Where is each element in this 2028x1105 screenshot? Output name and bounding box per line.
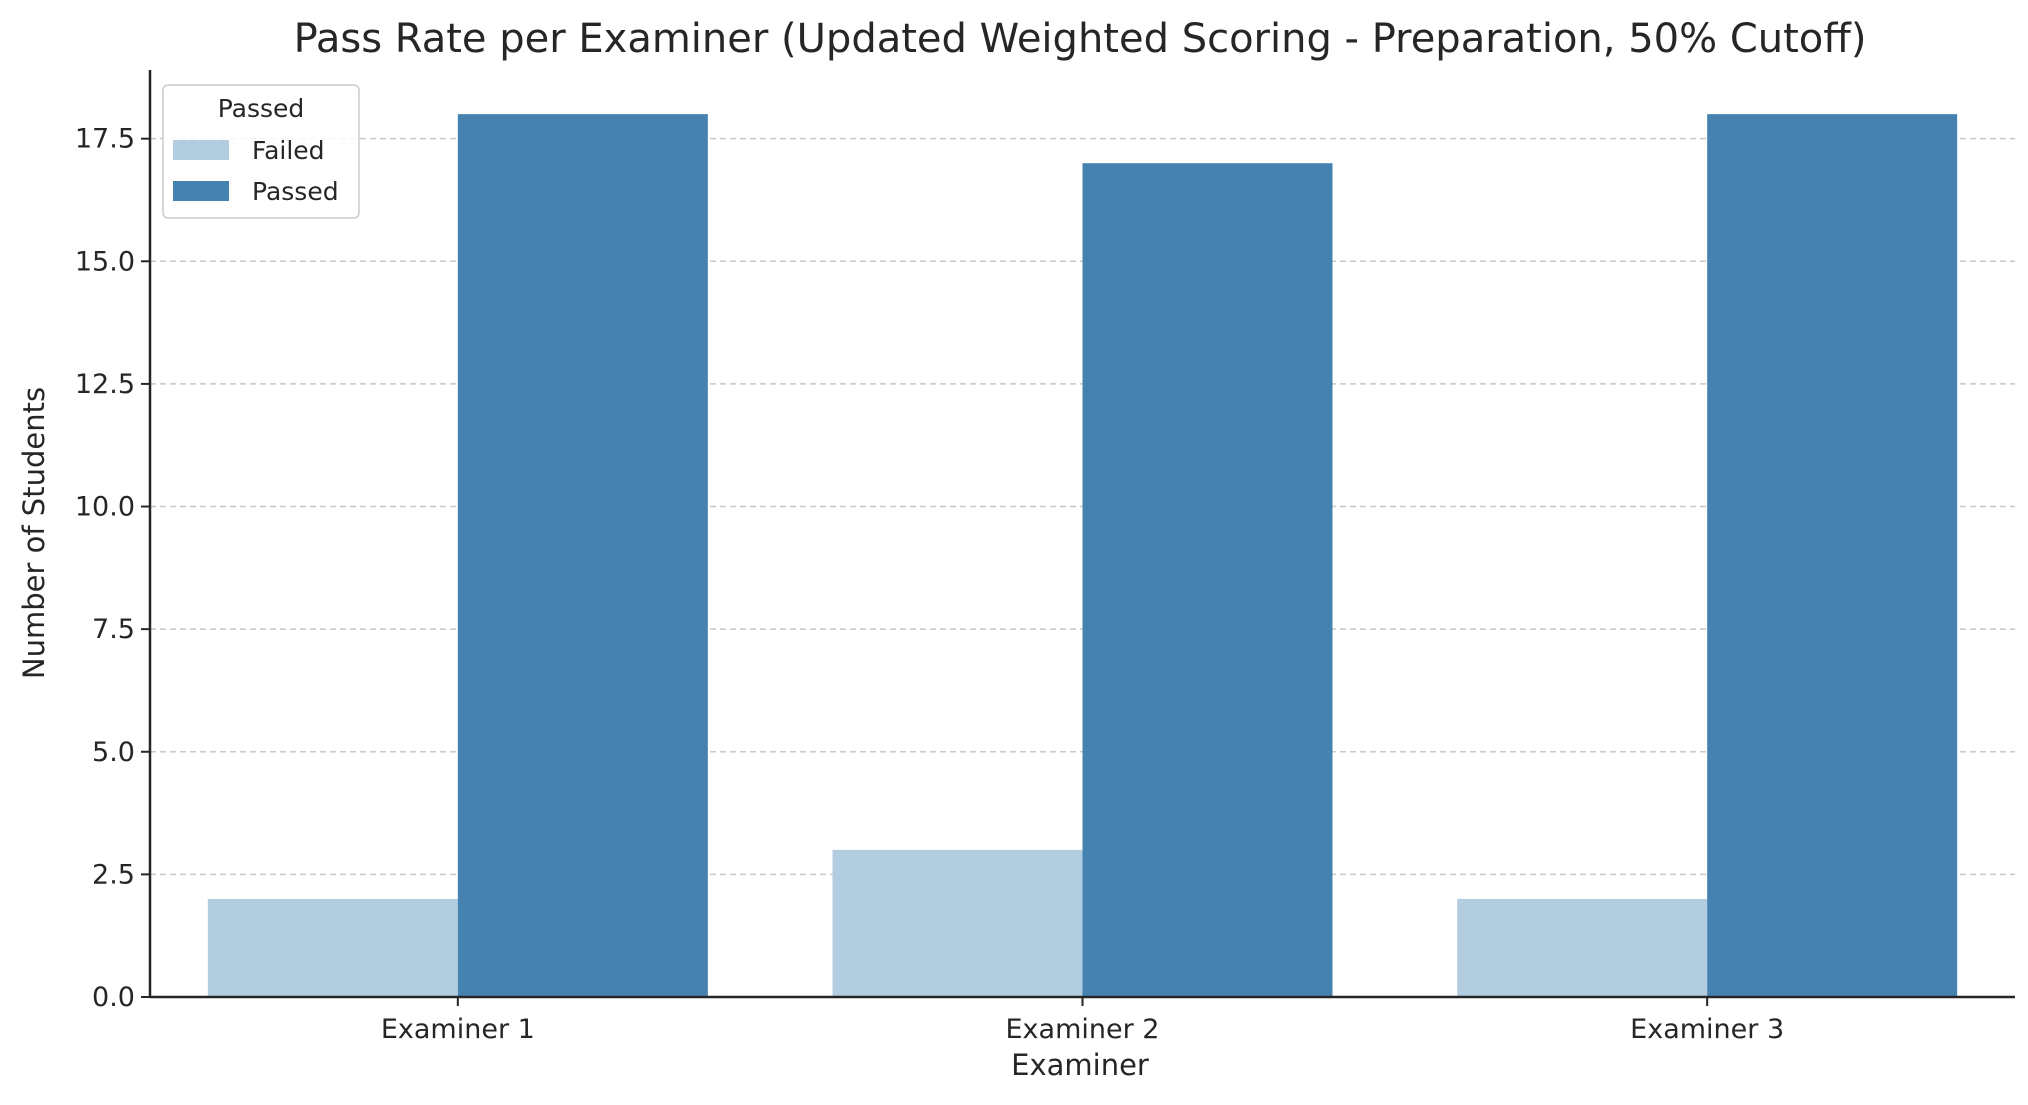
bar-passed-2	[1082, 163, 1333, 997]
bars	[207, 114, 1958, 997]
bar-passed-1	[457, 114, 708, 997]
y-tick-label: 2.5	[92, 859, 135, 890]
x-ticks: Examiner 1 Examiner 2 Examiner 3	[381, 997, 1784, 1045]
x-tick-label: Examiner 1	[381, 1014, 535, 1045]
y-tick-label: 10.0	[75, 492, 135, 523]
y-axis-label: Number of Students	[17, 387, 51, 679]
chart-title: Pass Rate per Examiner (Updated Weighted…	[294, 16, 1867, 62]
legend-swatch-failed	[173, 140, 229, 160]
x-tick-label: Examiner 3	[1630, 1014, 1784, 1045]
y-tick-label: 17.5	[75, 124, 135, 155]
y-tick-label: 15.0	[75, 246, 135, 277]
bar-failed-1	[207, 898, 458, 997]
legend-label-passed: Passed	[252, 177, 339, 206]
y-tick-label: 5.0	[92, 737, 135, 768]
y-ticks: 0.0 2.5 5.0 7.5 10.0 12.5 15.0 17.5	[75, 124, 150, 1013]
x-axis-label: Examiner	[1011, 1048, 1149, 1082]
legend-label-failed: Failed	[252, 136, 325, 165]
bar-failed-2	[832, 849, 1083, 997]
x-tick-label: Examiner 2	[1006, 1014, 1160, 1045]
bar-failed-3	[1457, 898, 1708, 997]
legend-title: Passed	[218, 94, 305, 123]
legend: Passed Failed Passed	[162, 84, 360, 219]
y-tick-label: 0.0	[92, 982, 135, 1013]
bar-passed-3	[1707, 114, 1958, 997]
legend-swatch-passed	[173, 181, 229, 201]
y-tick-label: 7.5	[92, 614, 135, 645]
y-tick-label: 12.5	[75, 369, 135, 400]
